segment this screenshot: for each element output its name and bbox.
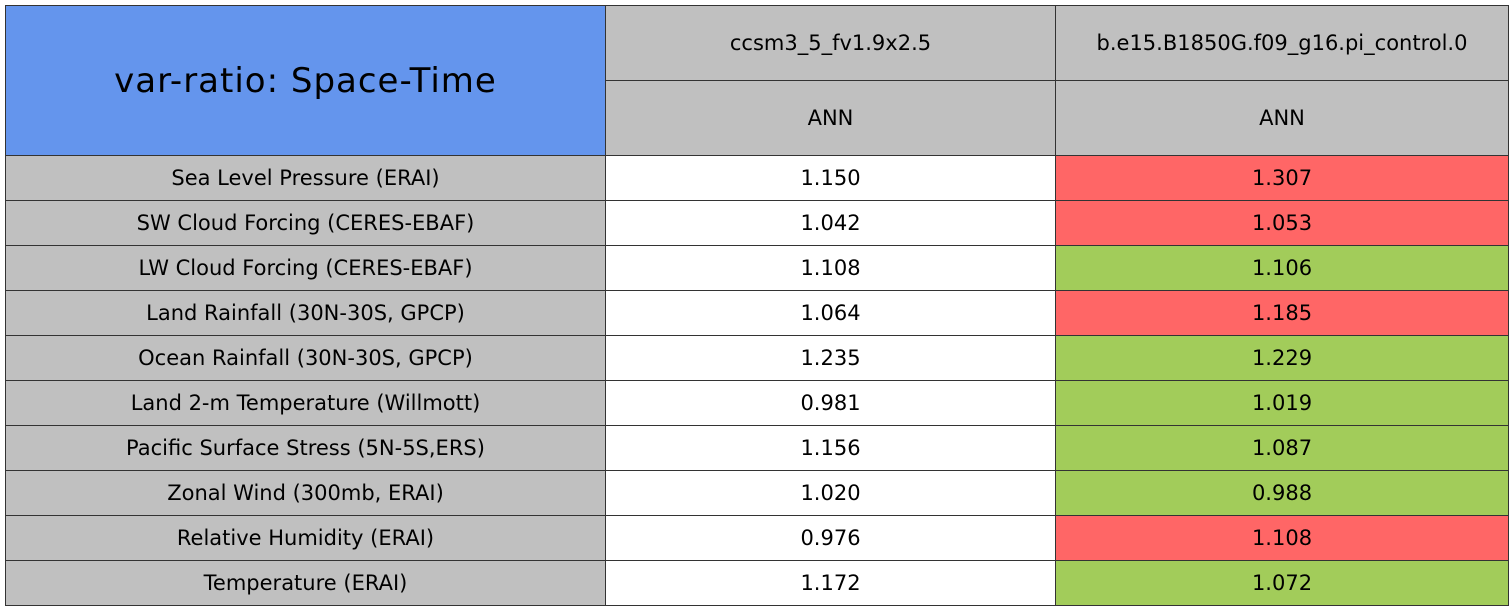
value-cell: 1.072 [1055,560,1509,606]
value-cell: 1.106 [1055,245,1509,291]
value-cell: 1.235 [605,335,1056,381]
column-period: ANN [605,80,1056,156]
row-label: Land 2-m Temperature (Willmott) [5,380,606,426]
row-label: Pacific Surface Stress (5N-5S,ERS) [5,425,606,471]
column-header: b.e15.B1850G.f09_g16.pi_control.0 [1055,5,1509,81]
row-label: Ocean Rainfall (30N-30S, GPCP) [5,335,606,381]
value-cell: 0.988 [1055,470,1509,516]
row-label: Sea Level Pressure (ERAI) [5,155,606,201]
value-cell: 1.307 [1055,155,1509,201]
row-label: LW Cloud Forcing (CERES-EBAF) [5,245,606,291]
value-cell: 1.108 [605,245,1056,291]
value-cell: 1.020 [605,470,1056,516]
value-cell: 1.042 [605,200,1056,246]
row-label: Temperature (ERAI) [5,560,606,606]
value-cell: 1.108 [1055,515,1509,561]
value-cell: 1.229 [1055,335,1509,381]
row-label: Land Rainfall (30N-30S, GPCP) [5,290,606,336]
value-cell: 1.185 [1055,290,1509,336]
value-cell: 1.156 [605,425,1056,471]
column-period: ANN [1055,80,1509,156]
row-label: Zonal Wind (300mb, ERAI) [5,470,606,516]
value-cell: 0.981 [605,380,1056,426]
value-cell: 1.053 [1055,200,1509,246]
row-label: Relative Humidity (ERAI) [5,515,606,561]
value-cell: 1.064 [605,290,1056,336]
value-cell: 1.172 [605,560,1056,606]
column-header: ccsm3_5_fv1.9x2.5 [605,5,1056,81]
value-cell: 1.019 [1055,380,1509,426]
value-cell: 1.150 [605,155,1056,201]
table-title: var-ratio: Space-Time [5,5,606,156]
row-label: SW Cloud Forcing (CERES-EBAF) [5,200,606,246]
value-cell: 0.976 [605,515,1056,561]
value-cell: 1.087 [1055,425,1509,471]
